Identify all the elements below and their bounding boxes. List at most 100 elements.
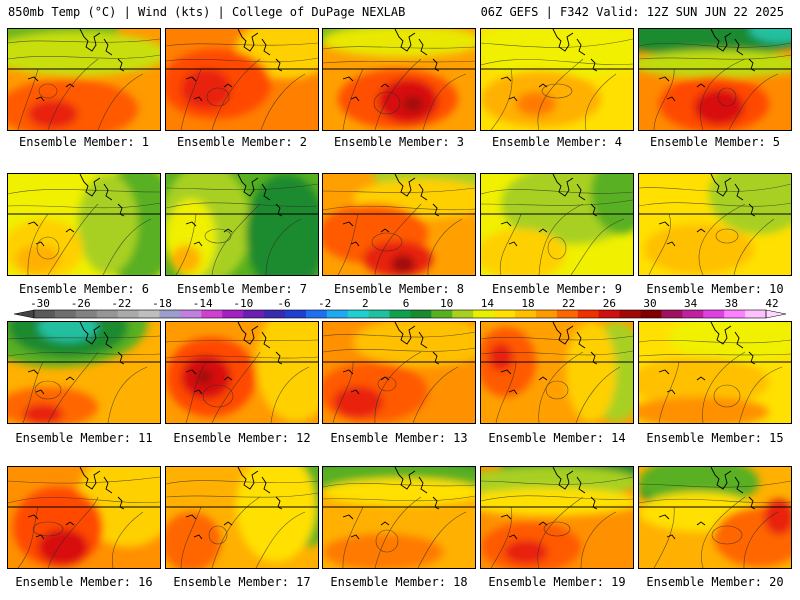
temperature-blob [16, 245, 60, 273]
isohypse-contour [639, 480, 791, 488]
coastline-outline [380, 376, 390, 381]
ensemble-map-18 [322, 466, 476, 569]
coastline-outline [734, 476, 744, 494]
ensemble-member-caption: Ensemble Member: 6 [18, 282, 150, 296]
ensemble-member-caption: Ensemble Member: 5 [649, 135, 781, 149]
coastline-outline [380, 521, 390, 526]
ensemble-member-caption: Ensemble Member: 20 [646, 575, 784, 589]
coastline-outline [103, 38, 113, 56]
coastline-outline [748, 203, 756, 217]
temperature-blob [8, 32, 160, 76]
colorbar-swatch [724, 310, 746, 318]
coastline-outline [538, 228, 548, 233]
coastline-outline [27, 221, 39, 227]
ensemble-map-8 [322, 173, 476, 276]
coastline-outline [748, 496, 756, 510]
coastline-outline [103, 476, 113, 494]
isohypse-contour [265, 218, 302, 275]
colorbar-swatch [640, 310, 662, 318]
colorbar-tick-label: 22 [562, 297, 575, 310]
coastline-outline [342, 514, 354, 520]
colorbar-swatch [180, 310, 202, 318]
colorbar-swatch [243, 310, 265, 318]
colorbar-swatch [556, 310, 579, 318]
coastline-outline [710, 322, 732, 345]
isohypse-contour [8, 476, 160, 484]
isohypse-contour [495, 361, 517, 423]
temperature-field-7 [166, 174, 318, 275]
isohypse-contour [499, 213, 522, 275]
isohypse-contour [36, 236, 60, 260]
isohypse-contour [377, 376, 397, 392]
isohypse-contour [702, 351, 746, 423]
isohypse-contour [323, 205, 475, 211]
colorbar-swatch [54, 310, 77, 318]
temperature-field-19 [481, 467, 633, 568]
colorbar-swatch [284, 310, 307, 318]
coastline-outline [193, 241, 203, 247]
coastline-outline [658, 369, 670, 375]
colorbar-swatch [368, 310, 391, 318]
temperature-blob [481, 229, 566, 275]
coastline-outline [734, 331, 744, 349]
isohypse-contour [374, 203, 422, 275]
ensemble-map-20 [638, 466, 792, 569]
isohypse-contour [342, 68, 364, 130]
coastline-outline [79, 322, 101, 345]
temperature-field-4 [481, 29, 633, 130]
isohypse-contour [166, 480, 318, 485]
coastline-outline [35, 389, 45, 395]
isohypse-contour [427, 218, 463, 275]
isohypse-contour [8, 54, 160, 60]
colorbar-min-arrow [14, 309, 35, 319]
isohypse-contour [639, 183, 791, 192]
temperature-field-1 [8, 29, 160, 130]
temperature-field-14 [481, 322, 633, 423]
isohypse-contour [584, 73, 617, 130]
isohypse-contour [206, 87, 230, 107]
coastline-outline [500, 369, 512, 375]
colorbar-swatch [389, 310, 411, 318]
isohypse-contour [639, 498, 791, 504]
ensemble-map-15 [638, 321, 792, 424]
coastline-outline [27, 76, 39, 82]
ensemble-member-caption: Ensemble Member: 18 [330, 575, 468, 589]
colorbar-tick-label: -2 [318, 297, 331, 310]
coastline-outline [666, 389, 676, 395]
colorbar-swatch [619, 310, 642, 318]
isohypse-contour [260, 73, 306, 130]
coastline-outline [237, 467, 259, 490]
colorbar-swatch [96, 310, 119, 318]
coastline-outline [710, 29, 732, 52]
coastline-outline [117, 351, 125, 365]
coastline-outline [696, 376, 706, 381]
coastline-outline [350, 241, 360, 247]
coastline-outline [79, 174, 101, 197]
ensemble-member-caption: Ensemble Member: 8 [333, 282, 465, 296]
isohypse-contour [543, 521, 571, 537]
coastline-outline [35, 534, 45, 540]
isohypse-contour [481, 189, 633, 195]
colorbar-tick-label: -22 [111, 297, 131, 310]
isohypse-contour [111, 511, 144, 568]
isohypse-contour [323, 331, 475, 338]
isohypse-contour [412, 366, 459, 423]
coastline-outline [432, 351, 440, 365]
temperature-blob [391, 255, 415, 273]
isohypse-contour [166, 355, 318, 359]
colorbar-tick-label: -30 [30, 297, 50, 310]
colorbar-tick-label: -18 [152, 297, 172, 310]
temperature-blob [481, 29, 633, 79]
coastline-outline [696, 83, 706, 88]
colorbar-swatch [34, 310, 56, 318]
temperature-blob [353, 322, 475, 367]
temperature-field-17 [166, 467, 318, 568]
ensemble-map-17 [165, 466, 319, 569]
coastline-outline [748, 58, 756, 72]
ensemble-map-2 [165, 28, 319, 131]
isohypse-contour [481, 335, 633, 341]
coastline-outline [117, 203, 125, 217]
coastline-outline [394, 467, 416, 490]
temperature-blob [489, 343, 513, 371]
temperature-field-16 [8, 467, 160, 568]
